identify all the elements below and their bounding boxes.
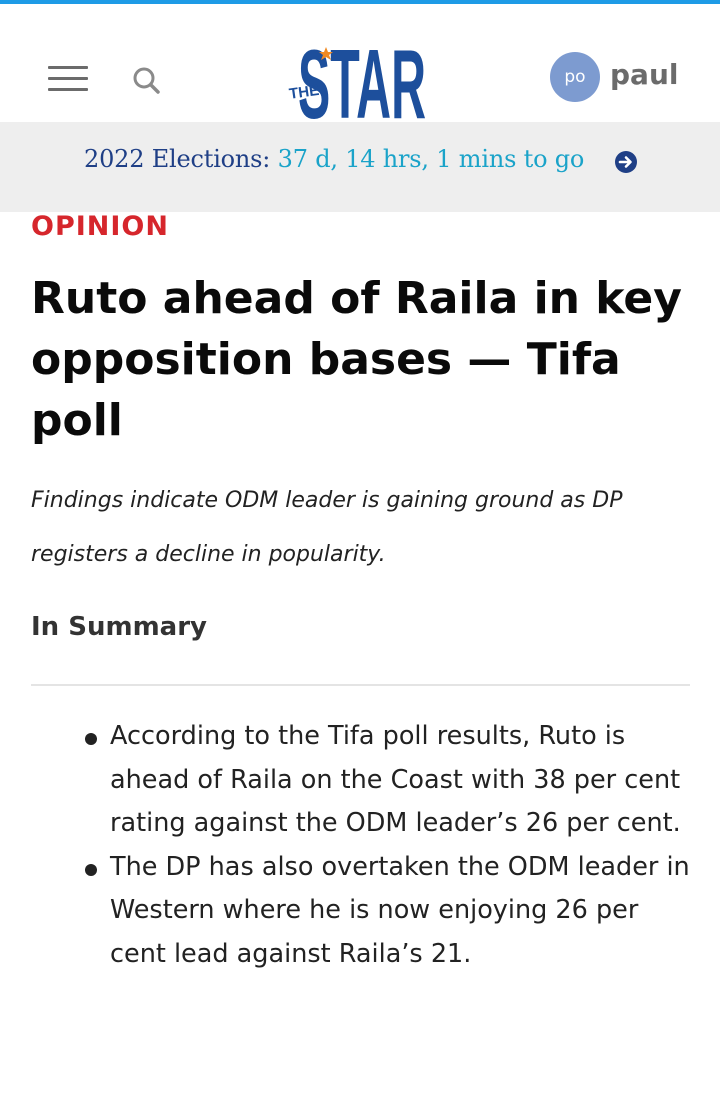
- hamburger-menu-icon[interactable]: [46, 64, 90, 94]
- summary-heading: In Summary: [31, 612, 207, 642]
- search-icon[interactable]: [130, 64, 162, 96]
- site-header: STAR THE po paul: [0, 4, 720, 139]
- username[interactable]: paul: [610, 58, 679, 91]
- the-star-logo[interactable]: STAR THE: [286, 29, 436, 139]
- election-countdown-banner[interactable]: 2022 Elections: 37 d, 14 hrs, 1 mins to …: [0, 122, 720, 212]
- summary-divider: [31, 684, 690, 686]
- logo-star-icon: [319, 47, 333, 60]
- arrow-right-circle-icon[interactable]: [614, 150, 638, 174]
- election-countdown: 37 d, 14 hrs, 1 mins to go: [277, 145, 585, 173]
- top-accent-bar: [0, 0, 720, 4]
- logo-small-text: THE: [288, 82, 320, 103]
- article-category[interactable]: OPINION: [31, 211, 169, 242]
- avatar[interactable]: po: [550, 52, 600, 102]
- article-headline: Ruto ahead of Raila in key opposition ba…: [31, 273, 682, 446]
- election-label: 2022 Elections:: [84, 145, 271, 173]
- summary-list: According to the Tifa poll results, Ruto…: [85, 715, 690, 977]
- user-account[interactable]: po paul: [548, 50, 698, 106]
- article-standfirst: Findings indicate ODM leader is gaining …: [31, 488, 623, 567]
- election-countdown-text[interactable]: 2022 Elections: 37 d, 14 hrs, 1 mins to …: [84, 145, 584, 173]
- logo-main-text: STAR: [298, 30, 426, 122]
- summary-item: According to the Tifa poll results, Ruto…: [85, 715, 690, 846]
- summary-item: The DP has also overtaken the ODM leader…: [85, 846, 690, 977]
